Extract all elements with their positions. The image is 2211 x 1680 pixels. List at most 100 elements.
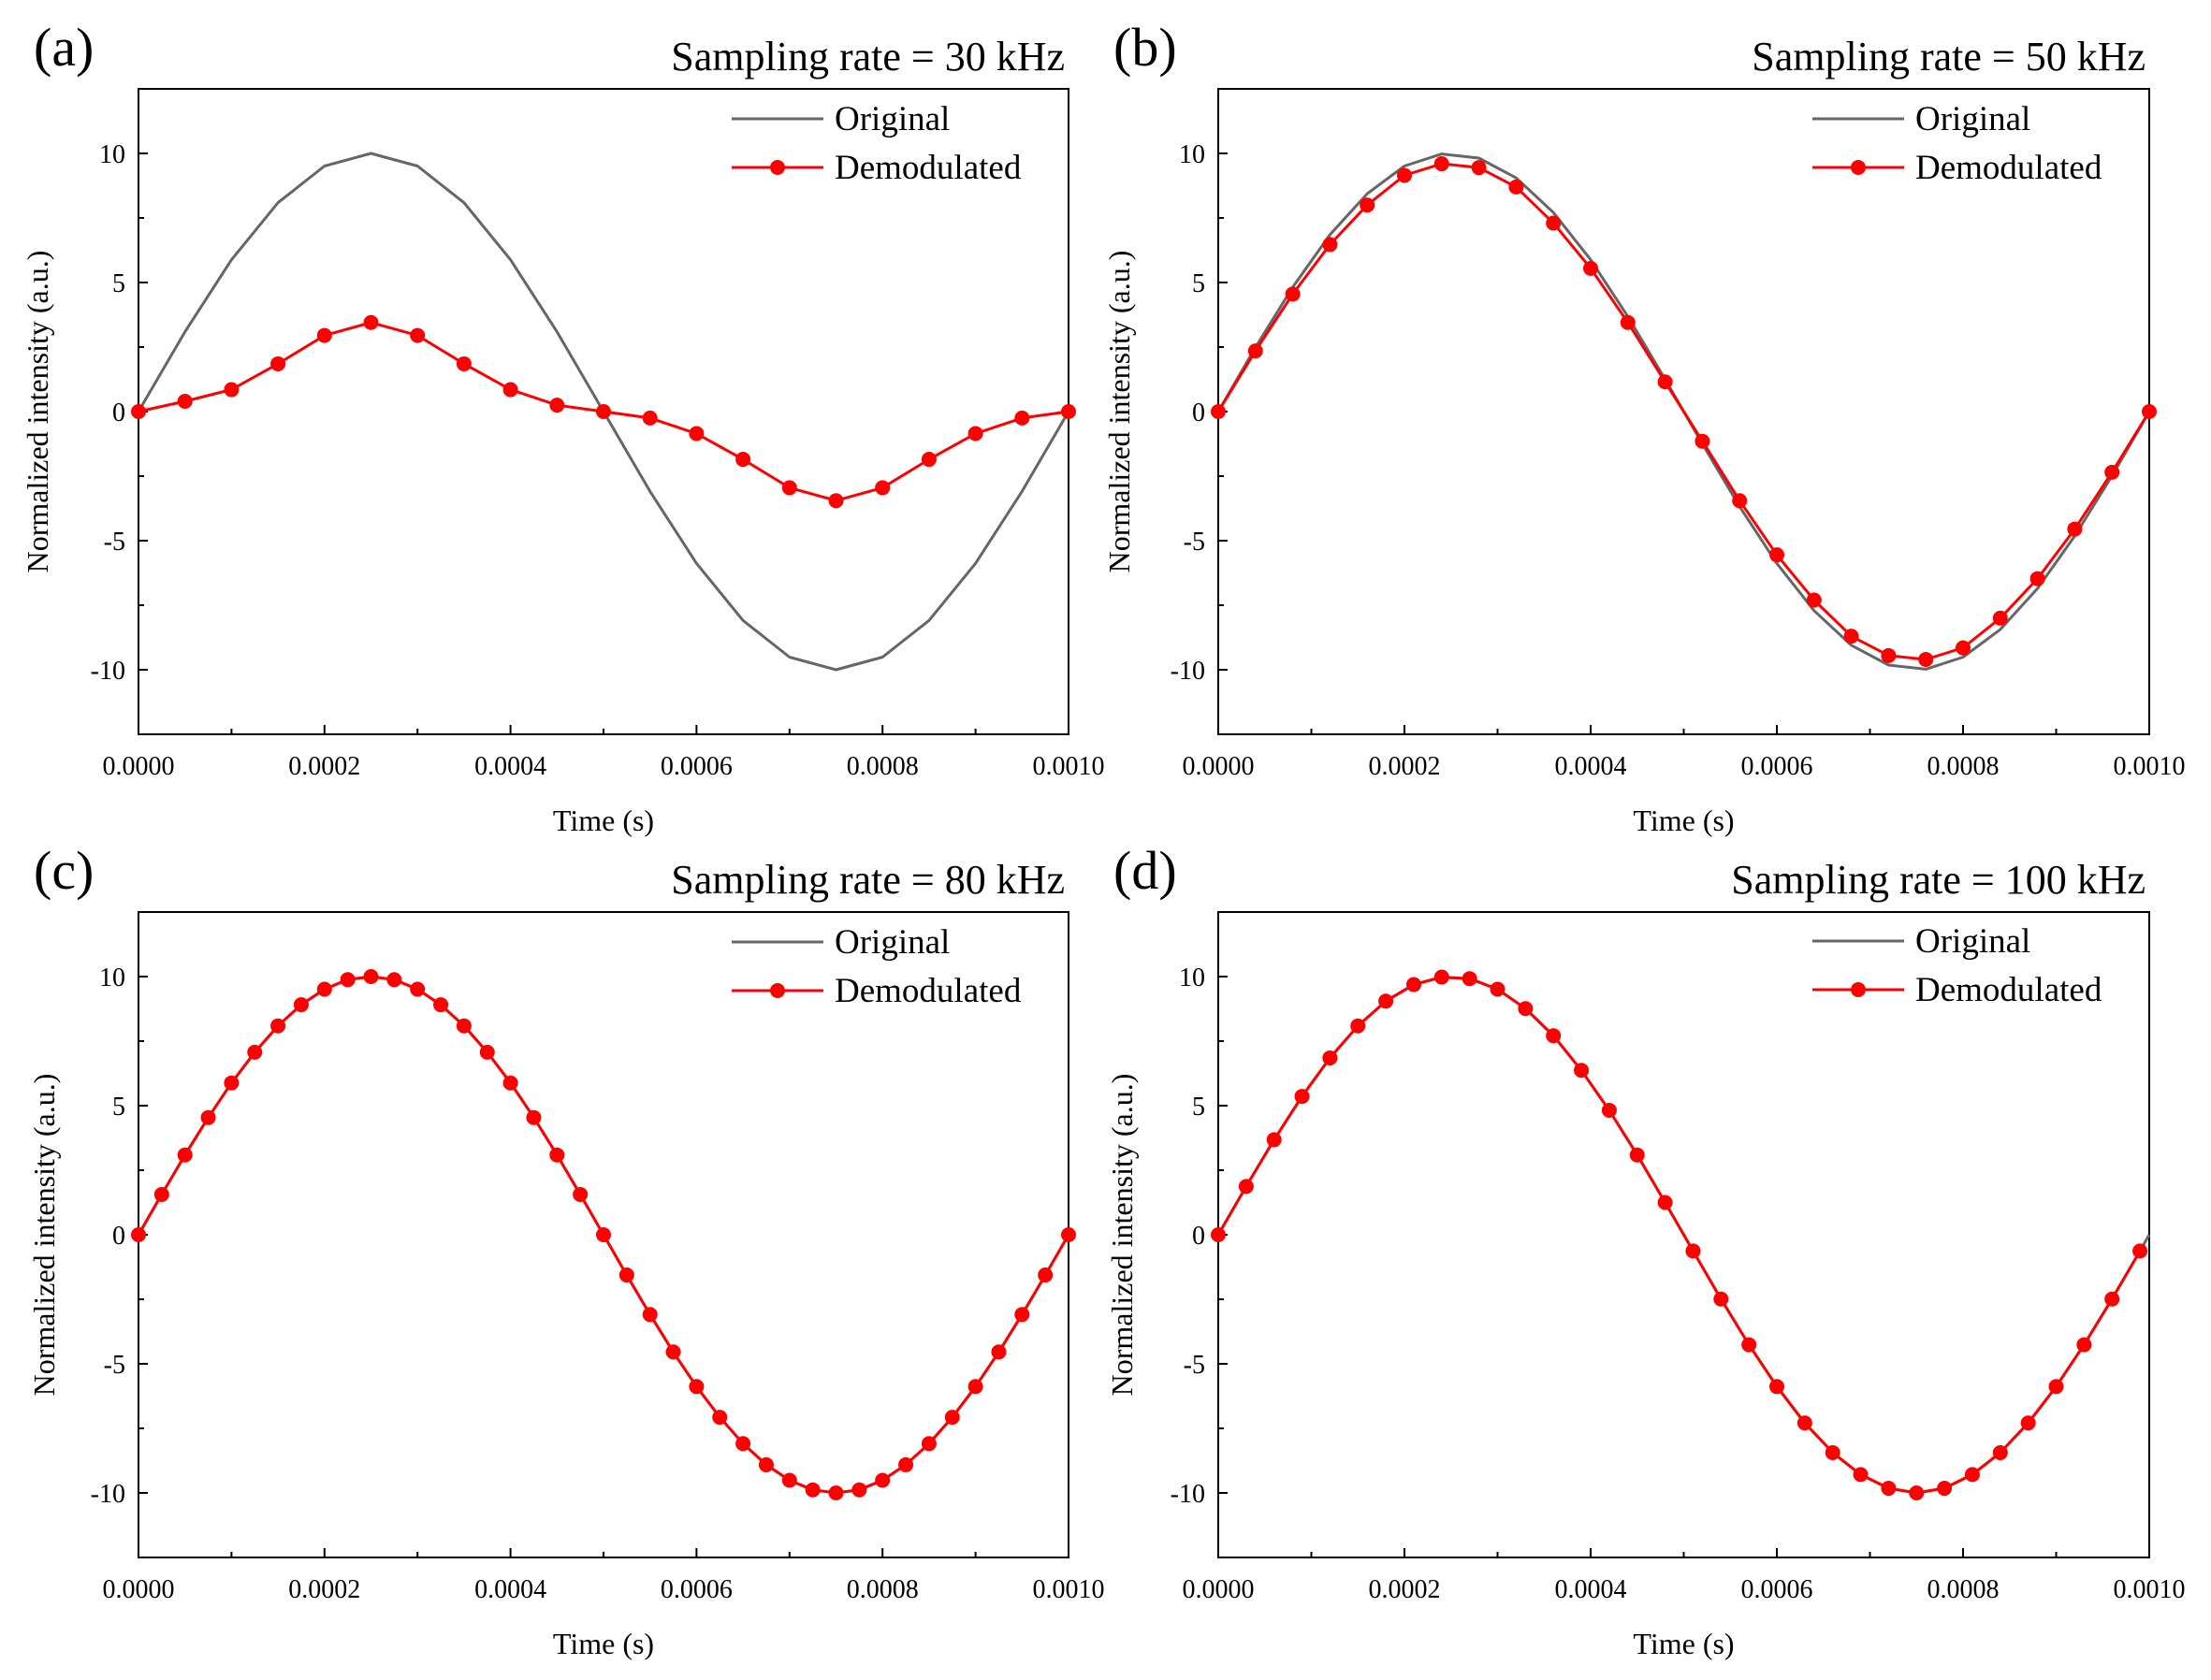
data-point [1620, 314, 1636, 330]
chart-panel-b: 0.0000 0.0002 0.0004 0.0006 0.0008 0.0010 10 5 0… [1102, 17, 2186, 837]
data-point [2029, 571, 2045, 587]
data-point [1471, 160, 1487, 176]
y-tick-label: 5 [1192, 269, 1205, 298]
panel-label: (b) [1113, 17, 1177, 78]
y-axis-title: Normalized intensity (a.u.) [1105, 1074, 1139, 1397]
y-tick-label: 5 [112, 269, 125, 298]
data-point [1294, 1089, 1310, 1105]
y-tick-label: -5 [1184, 1351, 1205, 1380]
data-point [828, 1485, 844, 1500]
data-point [665, 1344, 681, 1360]
data-point [1508, 179, 1524, 195]
x-tick-label: 0.0010 [1033, 1575, 1105, 1604]
data-point [2076, 1337, 2092, 1353]
data-point [1909, 1485, 1925, 1500]
data-point [410, 981, 426, 997]
data-point [1769, 1379, 1784, 1395]
data-point [596, 1227, 611, 1242]
data-point [689, 426, 705, 442]
x-tick-label: 0.0002 [1369, 752, 1441, 781]
data-point [596, 404, 611, 419]
panel-label: (a) [34, 17, 94, 78]
data-point [1881, 647, 1897, 663]
data-point [526, 1109, 542, 1125]
y-tick-label: 0 [112, 1222, 125, 1251]
data-point [921, 452, 937, 468]
x-tick-label: 0.0004 [474, 1575, 546, 1604]
data-point [247, 1044, 263, 1060]
panel-label: (c) [34, 840, 94, 901]
data-point [1806, 592, 1822, 608]
data-point [1061, 1227, 1076, 1242]
data-point [967, 426, 983, 442]
y-tick-label: -10 [1171, 1480, 1205, 1509]
legend-label-demodulated: Demodulated [1915, 149, 2102, 187]
y-tick-label: 10 [99, 140, 125, 169]
data-point [386, 972, 402, 988]
panel-label: (d) [1113, 840, 1177, 901]
data-point [340, 972, 356, 988]
data-point [1695, 433, 1710, 449]
data-point [2020, 1415, 2036, 1431]
data-point [1881, 1481, 1897, 1497]
y-tick-label: 10 [99, 963, 125, 992]
data-point [1992, 610, 2008, 626]
data-point [502, 382, 518, 398]
data-point [758, 1456, 774, 1472]
data-point [1629, 1147, 1645, 1163]
data-point [1574, 1063, 1590, 1079]
data-point [316, 981, 332, 997]
data-point [1685, 1243, 1701, 1259]
data-point [2048, 1379, 2064, 1395]
data-point [410, 327, 426, 343]
data-point [1378, 993, 1394, 1009]
x-tick-label: 0.0010 [1033, 752, 1105, 781]
x-tick-label: 0.0002 [288, 752, 360, 781]
x-tick-label: 0.0006 [1741, 1575, 1813, 1604]
data-point [1014, 410, 1030, 426]
legend-label-demodulated: Demodulated [835, 149, 1022, 187]
data-point [712, 1410, 728, 1426]
data-point [1918, 651, 1934, 667]
data-point [1956, 640, 1971, 656]
x-tick-label: 0.0008 [847, 752, 919, 781]
data-point [781, 1472, 797, 1488]
data-point [363, 314, 379, 330]
data-point [1657, 1195, 1673, 1210]
data-point [1238, 1179, 1254, 1195]
data-point [1211, 404, 1226, 419]
x-tick-label: 0.0000 [103, 1575, 175, 1604]
data-point [1433, 969, 1449, 985]
data-point [1796, 1415, 1812, 1431]
data-point [1350, 1018, 1366, 1034]
data-point [1843, 629, 1859, 644]
series-line-demodulated [1216, 976, 2142, 1495]
data-point [1546, 1028, 1562, 1044]
data-point [828, 493, 844, 509]
data-point [131, 1227, 146, 1242]
data-point [805, 1482, 821, 1498]
data-point [875, 1472, 891, 1488]
data-point [479, 1044, 495, 1060]
data-point [2132, 1243, 2148, 1259]
x-axis-title: Time (s) [553, 1627, 654, 1660]
data-point [549, 1147, 565, 1163]
data-point [1769, 547, 1784, 563]
data-point [549, 398, 565, 413]
legend-label-demodulated: Demodulated [835, 972, 1022, 1010]
data-point [177, 1147, 193, 1163]
data-point [851, 1482, 867, 1498]
y-tick-label: -10 [1171, 657, 1205, 686]
data-point [177, 393, 193, 409]
x-axis-title: Time (s) [553, 804, 654, 837]
x-tick-label: 0.0002 [288, 1575, 360, 1604]
y-tick-label: 0 [112, 398, 125, 427]
legend-label-original: Original [1915, 922, 2030, 961]
data-point [735, 1436, 751, 1452]
x-tick-label: 0.0002 [1369, 1575, 1441, 1604]
x-tick-label: 0.0006 [1741, 752, 1813, 781]
data-point [1992, 1444, 2008, 1460]
data-point [1825, 1444, 1840, 1460]
x-tick-label: 0.0010 [2114, 1575, 2186, 1604]
y-tick-label: 0 [1192, 1222, 1205, 1251]
